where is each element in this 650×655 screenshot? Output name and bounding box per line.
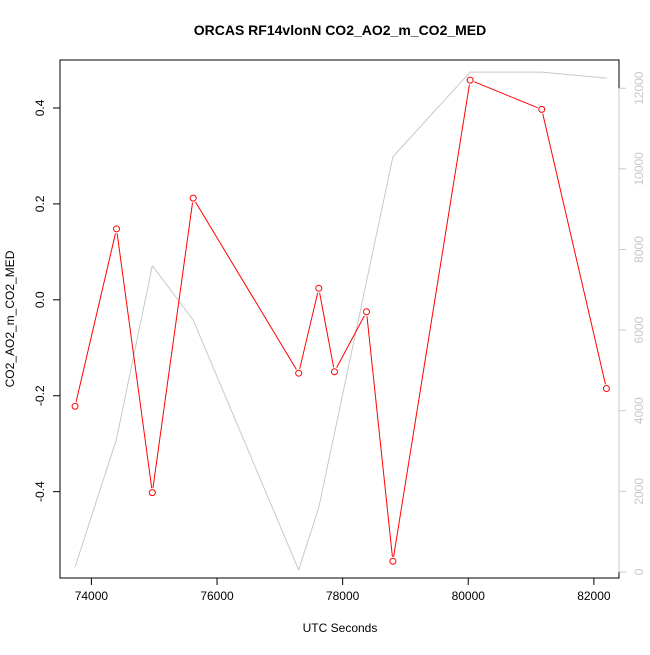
data-point xyxy=(330,368,338,376)
series-1-segment xyxy=(192,319,300,571)
y2-tick-label: 2000 xyxy=(632,478,646,505)
axes-layer: 74000 76000 78000 80000 82000-0.4-0.20.00.20… xyxy=(33,71,646,603)
x-tick-label: 74000 xyxy=(75,589,109,603)
y2-tick-label: 8000 xyxy=(632,236,646,263)
series-1-segment xyxy=(151,265,194,321)
data-point xyxy=(538,105,546,113)
y-tick-label: 0.4 xyxy=(33,99,47,116)
y2-tick-label: 0 xyxy=(632,568,646,575)
series-0-segment xyxy=(542,113,606,385)
series-0-segment xyxy=(336,315,365,369)
y2-tick-label: 4000 xyxy=(632,397,646,424)
x-axis-label: UTC Seconds xyxy=(303,621,378,635)
y-axis-label: CO2_AO2_m_CO2_MED xyxy=(3,250,17,387)
y-tick-label: -0.4 xyxy=(33,481,47,502)
y-tick-label: 0.0 xyxy=(33,291,47,308)
data-point xyxy=(389,557,397,565)
series-0-segment xyxy=(366,316,393,557)
data-point xyxy=(602,385,610,393)
series-0-segment xyxy=(299,292,319,369)
y-tick-label: 0.2 xyxy=(33,195,47,212)
data-point xyxy=(189,194,197,202)
data-point xyxy=(315,284,323,292)
series-layer xyxy=(71,71,610,571)
data-point xyxy=(148,489,156,497)
series-0-segment xyxy=(152,202,194,489)
x-tick-label: 76000 xyxy=(200,589,234,603)
y2-tick-label: 10000 xyxy=(632,152,646,186)
data-point xyxy=(466,76,474,84)
series-0-segment xyxy=(195,201,297,370)
x-tick-label: 80000 xyxy=(452,589,486,603)
series-0-segment xyxy=(393,84,470,557)
series-0-segment xyxy=(474,81,538,109)
series-1-segment xyxy=(541,71,607,79)
y-tick-label: -0.2 xyxy=(33,385,47,406)
x-tick-label: 78000 xyxy=(326,589,360,603)
data-point xyxy=(113,225,121,233)
x-tick-label: 82000 xyxy=(577,589,611,603)
series-1-segment xyxy=(298,507,320,571)
chart-title: ORCAS RF14vlonN CO2_AO2_m_CO2_MED xyxy=(194,22,487,38)
data-point xyxy=(71,402,79,410)
series-0-segment xyxy=(75,233,116,403)
data-point xyxy=(363,308,371,316)
data-point xyxy=(295,369,303,377)
series-1-segment xyxy=(392,71,471,158)
series-0-segment xyxy=(116,233,153,489)
series-1-segment xyxy=(116,265,153,440)
y2-tick-label: 12000 xyxy=(632,71,646,105)
series-0-segment xyxy=(319,292,335,368)
series-1-segment xyxy=(74,438,118,568)
series-0 xyxy=(71,76,610,565)
y2-tick-label: 6000 xyxy=(632,316,646,343)
